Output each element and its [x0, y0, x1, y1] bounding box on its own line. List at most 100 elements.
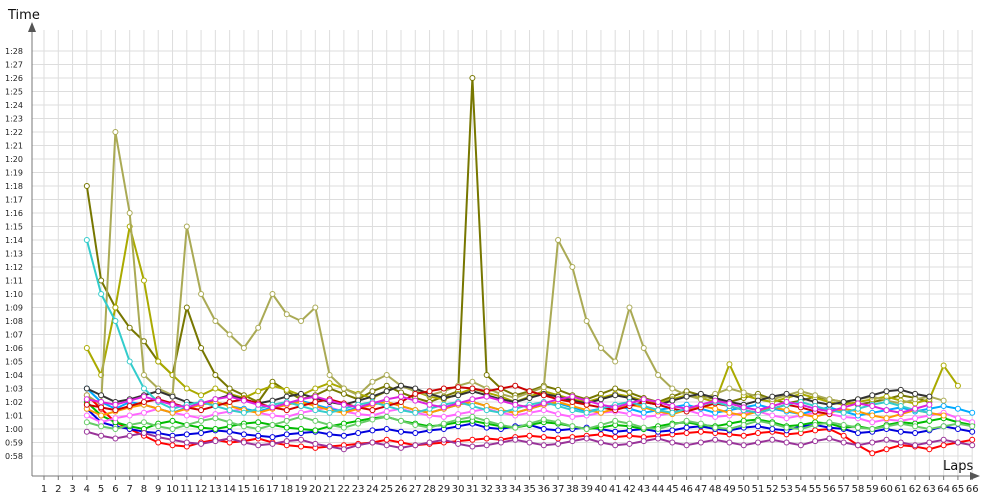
data-point	[126, 412, 133, 419]
data-point	[612, 442, 619, 449]
x-tick-label: 54	[794, 484, 807, 495]
data-point	[198, 400, 205, 407]
data-point	[440, 413, 447, 420]
x-tick-label: 9	[155, 484, 161, 495]
data-point	[355, 442, 362, 449]
data-point	[740, 432, 747, 439]
data-point	[483, 388, 490, 395]
x-tick-label: 23	[352, 484, 365, 495]
data-point	[255, 324, 262, 331]
data-point	[869, 419, 876, 426]
data-point	[469, 75, 476, 81]
data-point	[783, 415, 790, 422]
x-tick-label: 25	[380, 484, 393, 495]
x-tick-label: 38	[566, 484, 579, 495]
x-tick-label: 51	[752, 484, 765, 495]
data-point	[383, 408, 390, 415]
data-point	[369, 400, 376, 407]
data-point	[440, 420, 447, 427]
data-point	[226, 385, 233, 392]
data-point	[540, 426, 547, 432]
data-point	[469, 403, 476, 410]
data-point	[783, 439, 790, 446]
data-point	[98, 423, 105, 430]
data-point	[512, 424, 519, 431]
data-point	[412, 397, 419, 404]
data-point	[469, 408, 476, 415]
data-point	[740, 404, 747, 411]
y-tick-label: 1:27	[5, 61, 23, 70]
data-point	[340, 424, 347, 431]
data-point	[240, 431, 247, 438]
data-point	[140, 385, 147, 392]
data-point	[126, 421, 133, 428]
x-tick-label: 61	[894, 484, 907, 495]
data-point	[98, 432, 105, 439]
x-axis-arrow-icon	[970, 472, 980, 480]
data-point	[155, 423, 162, 430]
data-point	[569, 413, 576, 420]
x-tick-label: 37	[552, 484, 565, 495]
x-tick-label: 4	[84, 484, 90, 495]
data-point	[840, 399, 847, 405]
data-point	[783, 407, 790, 414]
data-point	[883, 423, 890, 430]
x-tick-label: 50	[737, 484, 750, 495]
data-point	[826, 435, 833, 442]
data-point	[940, 442, 947, 449]
data-point	[597, 421, 604, 428]
x-tick-label: 41	[609, 484, 622, 495]
data-point	[369, 407, 376, 414]
data-point	[854, 405, 861, 412]
data-point	[840, 432, 847, 439]
data-point	[683, 442, 690, 449]
data-point	[683, 417, 690, 424]
data-point	[369, 378, 376, 385]
data-point	[912, 396, 919, 403]
data-point	[540, 384, 547, 391]
data-point	[697, 428, 704, 435]
data-point	[769, 412, 776, 419]
data-point	[98, 404, 105, 411]
data-point	[555, 386, 562, 393]
data-point	[183, 223, 190, 230]
data-point	[726, 439, 733, 446]
x-tick-label: 66	[966, 484, 979, 495]
data-point	[954, 415, 961, 422]
data-point	[298, 390, 305, 397]
data-point	[926, 446, 933, 453]
data-point	[126, 403, 133, 410]
y-tick-label: 1:22	[5, 128, 23, 137]
x-tick-label: 24	[366, 484, 379, 495]
data-point	[312, 440, 319, 447]
data-point	[912, 442, 919, 449]
data-point	[240, 409, 247, 416]
data-point	[712, 436, 719, 443]
x-tick-label: 45	[666, 484, 679, 495]
data-point	[512, 436, 519, 443]
data-point	[769, 393, 776, 400]
data-point	[612, 358, 619, 365]
data-point	[140, 372, 147, 378]
data-point	[812, 392, 819, 399]
data-point	[812, 427, 819, 434]
x-tick-label: 11	[180, 484, 193, 495]
data-point	[298, 396, 305, 403]
x-tick-label: 3	[69, 484, 75, 495]
data-point	[555, 427, 562, 434]
data-point	[112, 415, 119, 422]
data-point	[198, 392, 205, 399]
data-point	[340, 390, 347, 397]
data-point	[954, 420, 961, 427]
data-point	[98, 412, 105, 419]
data-point	[597, 396, 604, 403]
x-tick-label: 60	[880, 484, 893, 495]
data-point	[412, 385, 419, 392]
data-point	[597, 345, 604, 351]
x-tick-label: 1	[41, 484, 47, 495]
data-point	[198, 424, 205, 431]
data-point	[840, 439, 847, 446]
data-point	[169, 393, 176, 400]
data-point	[155, 358, 162, 365]
data-point	[255, 388, 262, 395]
